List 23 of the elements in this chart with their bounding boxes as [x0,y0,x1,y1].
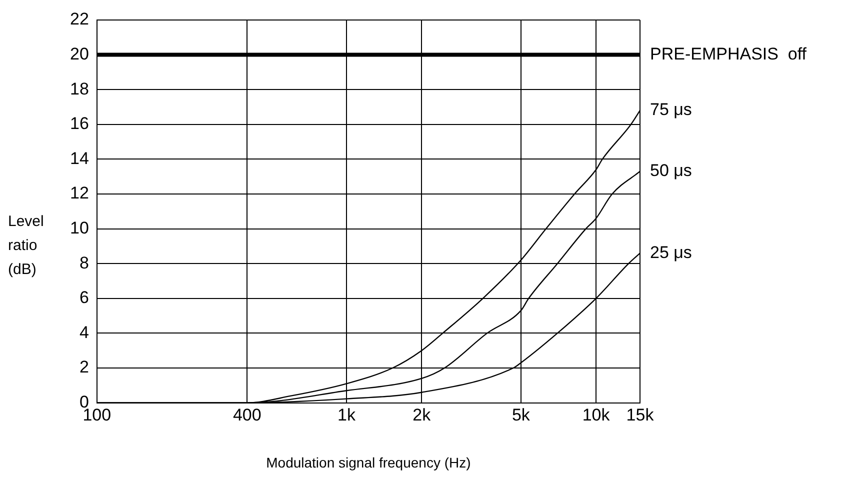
x-tick-label: 10k [582,406,610,425]
x-tick-label: 2k [412,406,432,425]
y-tick-label: 10 [70,218,89,238]
x-tick-label: 1k [337,406,356,425]
y-tick-label: 16 [70,114,89,134]
y-tick-label: 22 [70,10,89,29]
y-axis-title: Level ratio (dB) [8,212,45,280]
ref-line-label: PRE-EMPHASIS off [650,44,807,64]
y-tick-label: 20 [70,44,89,64]
series-label: 25 μs [650,242,692,262]
y-tick-label: 4 [79,322,89,342]
series-label: 50 μs [650,161,692,180]
series-label: 75 μs [650,100,692,120]
x-tick-label: 5k [512,406,530,425]
x-tick-label: 15k [626,406,654,425]
x-tick-label: 400 [232,406,262,425]
x-axis-title: Modulation signal frequency (Hz) [266,454,471,470]
y-tick-label: 8 [79,253,89,272]
y-tick-label: 2 [79,358,89,377]
y-tick-label: 6 [79,288,89,308]
y-tick-label: 14 [70,148,89,168]
y-tick-label: 18 [70,79,89,98]
y-tick-label: 12 [70,184,89,203]
